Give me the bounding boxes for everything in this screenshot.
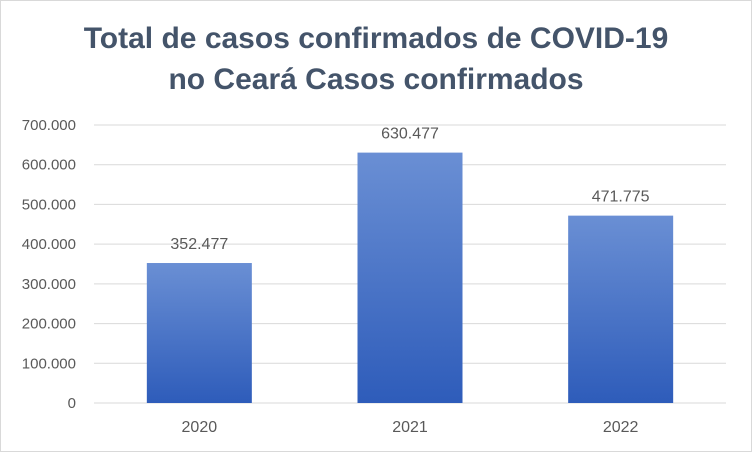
- x-category-label: 2020: [182, 419, 218, 436]
- bars: [146, 152, 674, 403]
- y-tick-label: 0: [68, 395, 76, 412]
- y-tick-label: 100.000: [22, 355, 76, 372]
- y-axis-ticks: 0 100.000 200.000 300.000 400.000 500.000 600.…: [22, 117, 76, 412]
- bar-2020: [146, 263, 252, 403]
- y-tick-label: 700.000: [22, 117, 76, 134]
- bar-2021: [357, 152, 463, 403]
- y-tick-label: 400.000: [22, 236, 76, 253]
- data-label-2020: 352.477: [170, 236, 228, 253]
- data-label-2021: 630.477: [381, 126, 439, 143]
- x-axis-categories: 2020 2021 2022: [182, 419, 639, 436]
- y-tick-label: 500.000: [22, 196, 76, 213]
- x-category-label: 2022: [603, 419, 639, 436]
- y-tick-label: 200.000: [22, 316, 76, 333]
- y-tick-label: 300.000: [22, 276, 76, 293]
- data-label-2022: 471.775: [592, 189, 650, 206]
- bar-2022: [568, 215, 674, 403]
- data-labels: 352.477 630.477 471.775: [170, 126, 649, 253]
- y-tick-label: 600.000: [22, 157, 76, 174]
- chart-title: Total de casos confirmados de COVID-19 n…: [83, 22, 669, 96]
- x-category-label: 2021: [392, 419, 428, 436]
